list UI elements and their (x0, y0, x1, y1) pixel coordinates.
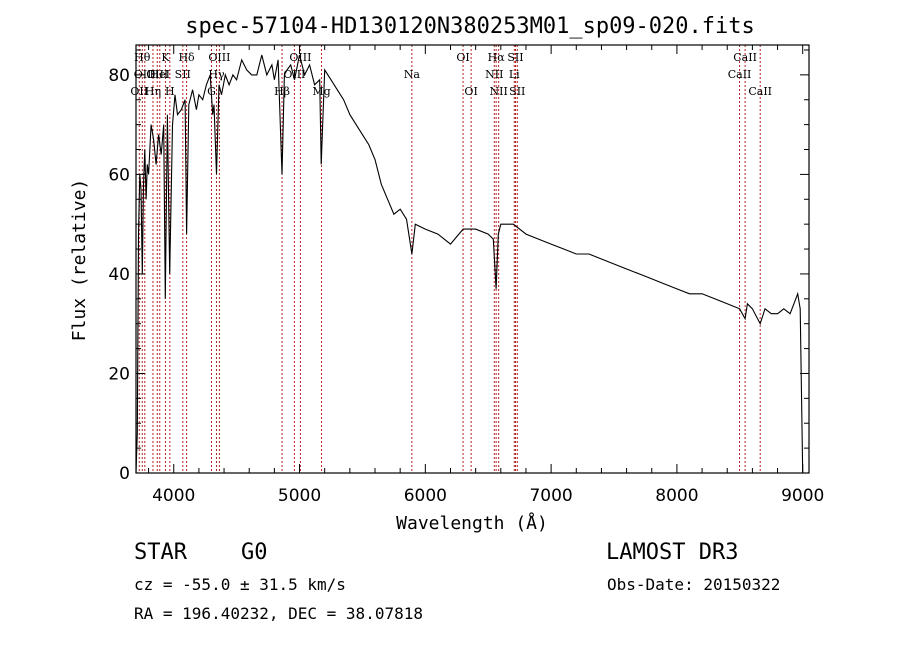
y-tick-label: 20 (108, 364, 130, 384)
line-label: OIII (146, 68, 168, 81)
line-label: CaII (728, 68, 752, 81)
line-label: Na (404, 68, 421, 81)
line-label: OIII (208, 51, 230, 64)
x-tick-label: 4000 (152, 486, 195, 506)
y-axis-ticks: 0 20 40 60 80 (108, 49, 809, 484)
plot-frame (135, 44, 810, 474)
line-label: NII (485, 68, 503, 81)
line-label: Hγ (208, 68, 225, 81)
y-tick-label: 60 (108, 165, 130, 185)
survey-name: LAMOST DR3 (606, 540, 739, 565)
x-tick-label: 9000 (781, 486, 824, 506)
x-tick-label: 8000 (655, 486, 698, 506)
x-axis-label: Wavelength (Å) (396, 512, 548, 534)
object-class: STAR (134, 540, 187, 565)
line-label: Hδ (178, 51, 195, 64)
spectrum-line (135, 54, 804, 474)
coordinates: RA = 196.40232, DEC = 38.07818 (134, 604, 423, 623)
x-axis-ticks: 4000 5000 6000 7000 8000 9000 (148, 45, 824, 506)
chart-title: spec-57104-HD130120N380253M01_sp09-020.f… (185, 14, 755, 39)
x-tick-label: 7000 (529, 486, 572, 506)
line-label: NII (490, 85, 508, 98)
line-label: Hα (488, 51, 506, 64)
line-label: Hη (145, 85, 161, 98)
y-tick-label: 40 (108, 265, 130, 285)
y-tick-label: 0 (119, 464, 130, 484)
line-label: Hθ (134, 51, 151, 64)
line-label: Mg (312, 85, 330, 98)
line-label: SII (507, 51, 523, 64)
object-subclass: G0 (241, 540, 268, 565)
line-label: K (161, 51, 170, 64)
line-label: OI (456, 51, 469, 64)
line-label: HeI (150, 68, 170, 81)
spectral-line-labels: OIIHθOIIIHηOIIIHeIKHSIIHδGHγOIIIHβOIIIOI… (130, 51, 772, 98)
line-label: OII (130, 85, 148, 98)
spectral-line-markers (138, 45, 761, 473)
redshift-info: cz = -55.0 ± 31.5 km/s (134, 575, 346, 594)
y-axis-label: Flux (relative) (69, 179, 90, 342)
line-label: OIII (283, 68, 305, 81)
line-label: OI (464, 85, 477, 98)
line-label: SII (509, 85, 525, 98)
y-tick-label: 80 (108, 66, 130, 86)
line-label: CaII (733, 51, 757, 64)
line-label: CaII (748, 85, 772, 98)
obs-date: Obs-Date: 20150322 (607, 575, 781, 594)
x-tick-label: 6000 (404, 486, 447, 506)
x-tick-label: 5000 (278, 486, 321, 506)
line-label: Li (509, 68, 520, 81)
line-label: Hβ (274, 85, 290, 98)
line-label: H (165, 85, 175, 98)
line-label: SII (175, 68, 191, 81)
